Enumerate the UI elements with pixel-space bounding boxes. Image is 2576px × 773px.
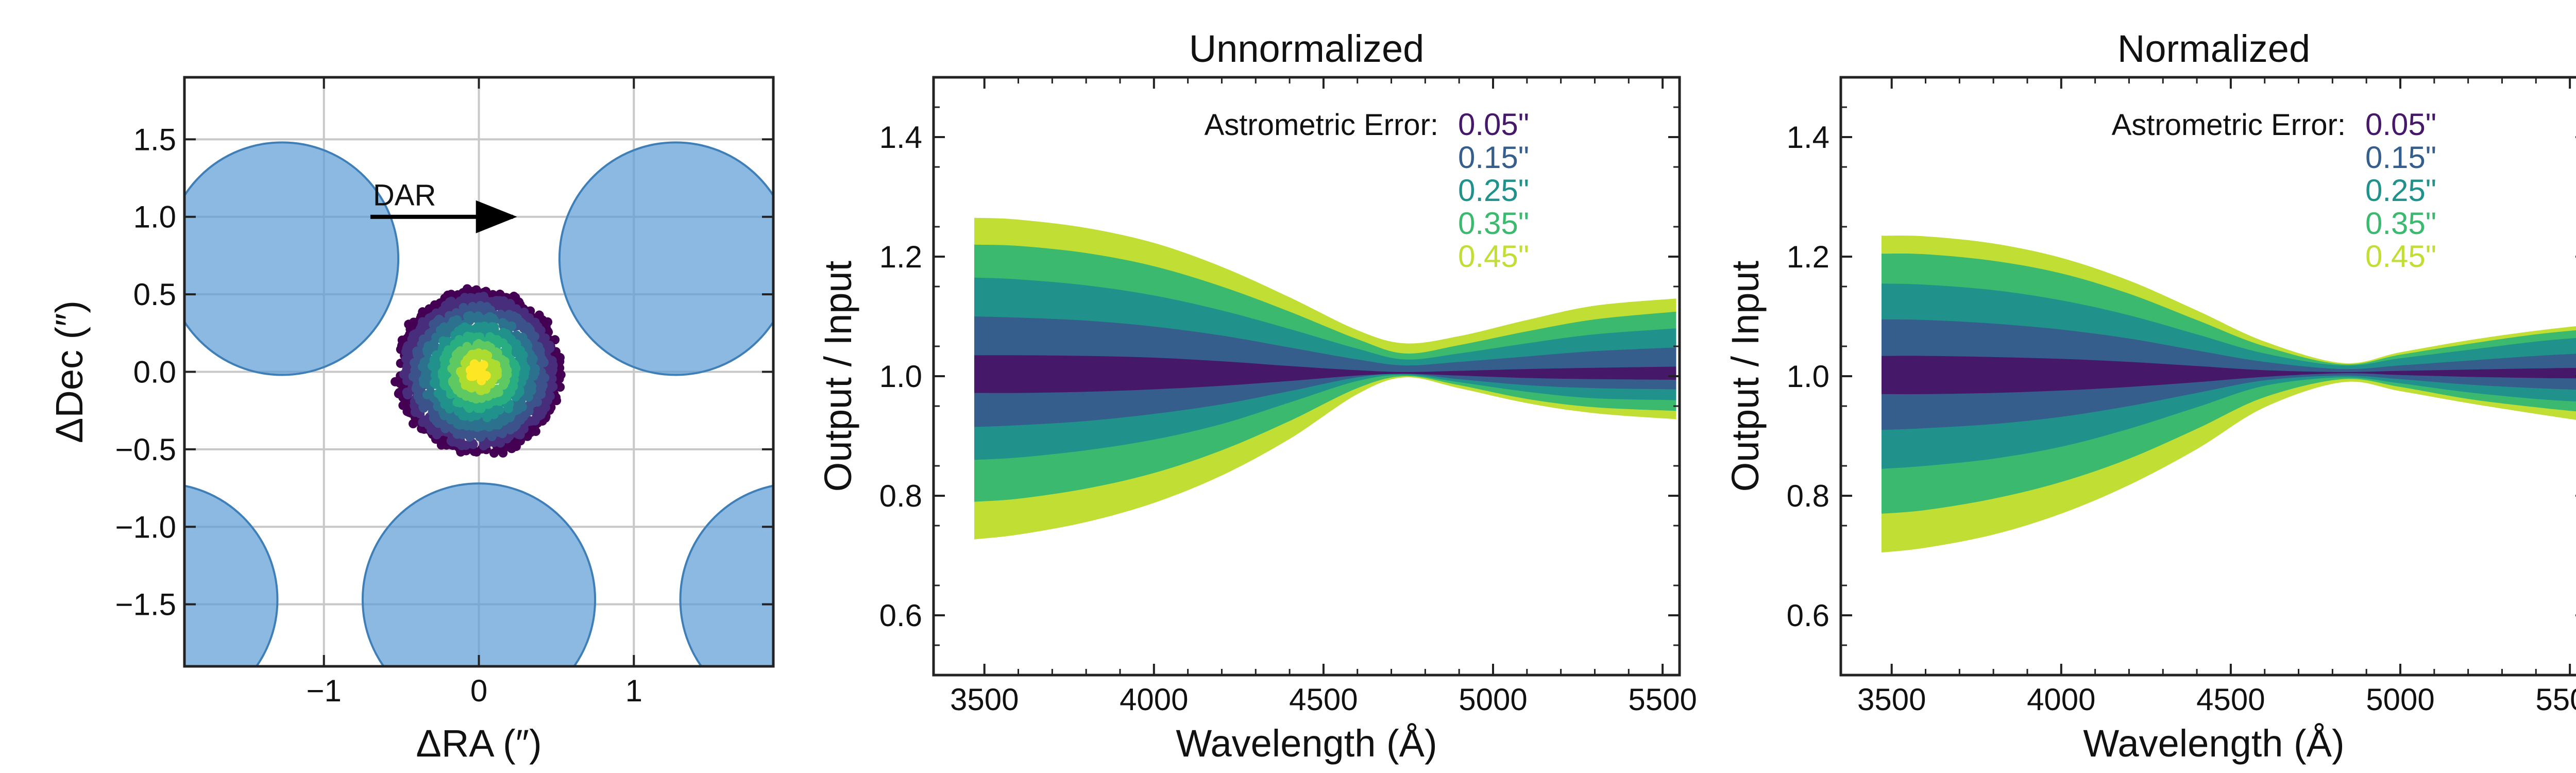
- error-band: [974, 355, 1676, 393]
- axis-ticks: 3500 4000 4500 5000 5500 0.6 0.8 1.0 1.2 1.4: [1787, 77, 2576, 717]
- legend-entry: 0.05": [2365, 107, 2436, 142]
- y-tick-label: 1.2: [879, 240, 922, 274]
- fiber-footprints: [184, 141, 773, 666]
- scatter-point: [511, 348, 521, 358]
- legend-entry: 0.15": [2365, 140, 2436, 175]
- legend-entry: 0.25": [1458, 173, 1529, 208]
- scatter-point: [531, 406, 541, 416]
- y-tick-label: 0.6: [1787, 598, 1829, 633]
- legend-entry: 0.25": [2365, 173, 2436, 208]
- y-tick-label: 0.8: [1787, 479, 1829, 513]
- y-tick-label: 1.4: [1787, 120, 1829, 155]
- fiber-circle: [184, 141, 400, 376]
- astrometric-point-cloud: [391, 284, 566, 458]
- x-tick-label: −1: [306, 674, 341, 708]
- y-tick-label: 1.5: [133, 122, 176, 157]
- legend-entry: 0.45": [1458, 239, 1529, 274]
- x-tick-label: 5500: [2535, 682, 2576, 717]
- y-tick-label: 1.2: [1787, 240, 1829, 274]
- unnormalized-panel: Unnormalized Astrometric Error: 0.05"0.1…: [817, 27, 1697, 765]
- dither-panel: DAR −1 0 1 −1.5 −1.0 −0.5 0.0 0.5 1.0 1.5 ΔRA (″)…: [48, 76, 775, 765]
- legend-entry: 0.15": [1458, 140, 1529, 175]
- legend-title: Astrometric Error:: [1205, 108, 1438, 142]
- y-tick-label: 0.6: [879, 598, 922, 633]
- fiber-circle: [679, 484, 773, 666]
- legend-entry: 0.35": [2365, 206, 2436, 241]
- chart-title: Normalized: [2117, 27, 2310, 70]
- x-axis-label: Wavelength (Å): [2083, 722, 2344, 765]
- x-tick-label: 5000: [2366, 682, 2434, 717]
- legend-entry: 0.05": [1458, 107, 1529, 142]
- legend-entry: 0.35": [1458, 206, 1529, 241]
- scatter-point: [474, 367, 484, 377]
- normalized-panel: Normalized Astrometric Error: 0.05"0.15"…: [1724, 27, 2576, 765]
- y-axis-label: ΔDec (″): [48, 300, 91, 443]
- legend-entry: 0.45": [2365, 239, 2436, 274]
- x-tick-label: 3500: [1857, 682, 1926, 717]
- fiber-circle: [361, 482, 597, 666]
- error-band: [1882, 356, 2576, 394]
- x-tick-label: 4000: [1120, 682, 1188, 717]
- y-tick-label: −1.0: [115, 510, 176, 544]
- y-tick-label: 1.0: [133, 200, 176, 234]
- legend: Astrometric Error: 0.05"0.15"0.25"0.35"0…: [1205, 107, 1529, 274]
- fiber-circle: [184, 484, 279, 666]
- y-tick-label: 1.0: [879, 359, 922, 394]
- x-tick-label: 4500: [1289, 682, 1358, 717]
- y-tick-label: 0.8: [879, 479, 922, 513]
- x-tick-label: 4000: [2027, 682, 2095, 717]
- y-axis-label: Output / Input: [1724, 260, 1767, 492]
- y-tick-label: 0.5: [133, 277, 176, 312]
- dar-label: DAR: [373, 179, 436, 212]
- y-tick-label: 1.4: [879, 120, 922, 155]
- legend: Astrometric Error: 0.05"0.15"0.25"0.35"0…: [2112, 107, 2436, 274]
- y-tick-label: 0.0: [133, 355, 176, 390]
- x-tick-label: 0: [470, 674, 487, 708]
- legend-title: Astrometric Error:: [2112, 108, 2346, 142]
- fiber-circle: [558, 141, 773, 376]
- axis-ticks: 3500 4000 4500 5000 5500 0.6 0.8 1.0 1.2 1.4: [879, 77, 1697, 717]
- y-tick-label: 1.0: [1787, 359, 1829, 394]
- x-tick-label: 4500: [2196, 682, 2265, 717]
- x-axis-label: Wavelength (Å): [1176, 722, 1437, 765]
- x-tick-label: 5000: [1459, 682, 1527, 717]
- scatter-point: [439, 435, 449, 445]
- error-bands: [1882, 236, 2576, 553]
- x-tick-label: 1: [625, 674, 642, 708]
- axis-ticks: −1 0 1 −1.5 −1.0 −0.5 0.0 0.5 1.0 1.5: [115, 77, 773, 708]
- x-axis-label: ΔRA (″): [416, 722, 541, 765]
- scatter-point: [489, 448, 499, 458]
- y-tick-label: −0.5: [115, 432, 176, 467]
- chart-title: Unnormalized: [1189, 27, 1425, 70]
- dar-annotation: DAR: [370, 179, 517, 233]
- x-tick-label: 5500: [1628, 682, 1697, 717]
- error-bands: [974, 217, 1676, 540]
- y-axis-label: Output / Input: [817, 260, 859, 492]
- y-tick-label: −1.5: [115, 587, 176, 622]
- x-tick-label: 3500: [950, 682, 1019, 717]
